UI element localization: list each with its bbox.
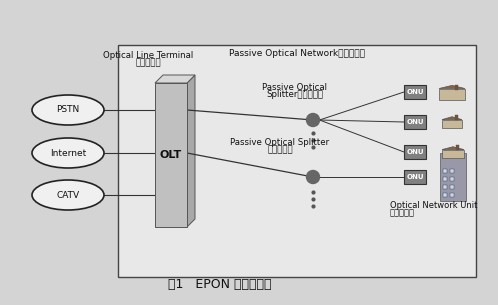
Text: Passive Optical: Passive Optical <box>262 83 328 92</box>
Polygon shape <box>442 147 464 149</box>
Text: PSTN: PSTN <box>56 106 80 114</box>
Text: Passive Optical Network无源光网络: Passive Optical Network无源光网络 <box>229 49 365 58</box>
Polygon shape <box>442 117 462 120</box>
Bar <box>439 88 465 99</box>
Bar <box>450 193 454 197</box>
Bar <box>450 185 454 189</box>
Bar <box>155 83 187 227</box>
Bar <box>442 120 462 128</box>
Bar <box>456 145 459 150</box>
Ellipse shape <box>32 95 104 125</box>
Polygon shape <box>439 85 465 88</box>
Text: CATV: CATV <box>56 191 80 199</box>
Bar <box>443 169 447 173</box>
Text: ONU: ONU <box>406 119 424 125</box>
Text: Optical Line Terminal: Optical Line Terminal <box>103 51 193 60</box>
Text: ONU: ONU <box>406 89 424 95</box>
Bar <box>443 177 447 181</box>
Bar <box>455 115 458 120</box>
Text: 光线路终端: 光线路终端 <box>135 58 161 67</box>
Bar <box>440 153 466 201</box>
Text: ONU: ONU <box>406 174 424 180</box>
Text: Optical Network Unit: Optical Network Unit <box>390 201 478 210</box>
Bar <box>450 169 454 173</box>
Circle shape <box>306 170 320 184</box>
Text: 无源分光器: 无源分光器 <box>267 145 293 154</box>
Bar <box>443 185 447 189</box>
Bar <box>443 193 447 197</box>
Text: Splitter无源分光器: Splitter无源分光器 <box>266 90 324 99</box>
Bar <box>455 85 458 90</box>
Ellipse shape <box>32 180 104 210</box>
Text: ONU: ONU <box>406 149 424 155</box>
Text: Internet: Internet <box>50 149 86 157</box>
Bar <box>404 85 426 99</box>
Bar <box>442 149 464 158</box>
Polygon shape <box>155 75 195 83</box>
Text: OLT: OLT <box>160 150 182 160</box>
Circle shape <box>306 113 320 127</box>
Polygon shape <box>187 75 195 227</box>
Ellipse shape <box>32 138 104 168</box>
Text: 图1   EPON 的系统构成: 图1 EPON 的系统构成 <box>168 278 272 291</box>
Bar <box>404 145 426 159</box>
Bar <box>404 170 426 184</box>
Bar <box>450 177 454 181</box>
Bar <box>118 45 476 277</box>
Text: 光网络单元: 光网络单元 <box>390 208 415 217</box>
Text: Passive Optical Splitter: Passive Optical Splitter <box>231 138 330 147</box>
Bar <box>404 115 426 129</box>
